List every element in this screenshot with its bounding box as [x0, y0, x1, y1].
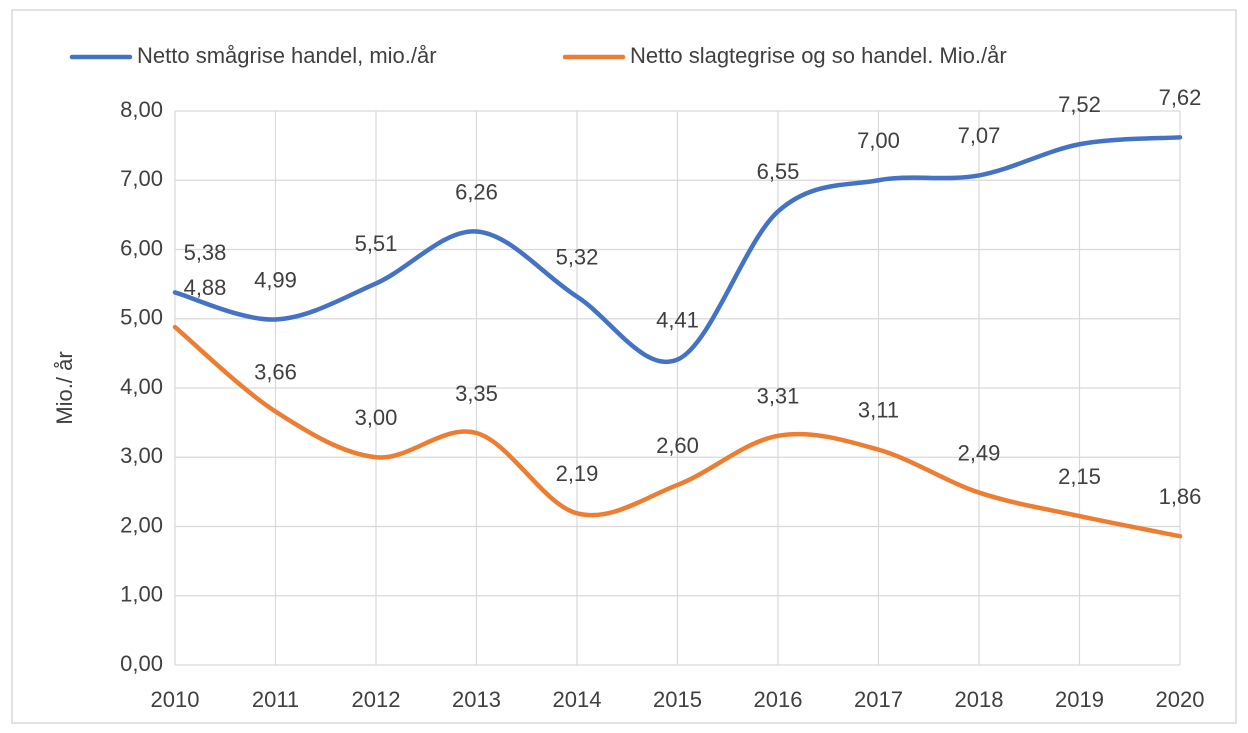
data-label: 7,07: [958, 123, 1001, 148]
data-label: 3,66: [254, 359, 297, 384]
data-label: 6,55: [757, 159, 800, 184]
data-label: 4,88: [184, 275, 227, 300]
y-tick-label: 5,00: [120, 305, 163, 330]
x-tick-label: 2018: [955, 687, 1004, 712]
chart-frame: [11, 9, 1237, 724]
x-tick-label: 2019: [1055, 687, 1104, 712]
legend-label: Netto smågrise handel, mio./år: [137, 43, 437, 68]
data-label: 3,31: [757, 384, 800, 409]
y-tick-label: 7,00: [120, 166, 163, 191]
data-label: 4,41: [656, 307, 699, 332]
x-tick-label: 2016: [754, 687, 803, 712]
series-line: [172, 135, 1183, 365]
x-tick-label: 2015: [653, 687, 702, 712]
y-tick-label: 2,00: [120, 512, 163, 537]
y-tick-label: 4,00: [120, 374, 163, 399]
data-label: 3,00: [355, 405, 398, 430]
x-tick-label: 2012: [352, 687, 401, 712]
data-label: 5,38: [184, 240, 227, 265]
x-tick-label: 2017: [854, 687, 903, 712]
x-tick-label: 2010: [151, 687, 200, 712]
y-tick-label: 8,00: [120, 97, 163, 122]
x-tick-label: 2011: [252, 687, 299, 712]
data-label: 6,26: [455, 179, 498, 204]
x-tick-label: 2013: [452, 687, 501, 712]
y-axis-label: Mio./ år: [52, 351, 77, 424]
data-label: 3,11: [858, 397, 899, 422]
x-tick-label: 2020: [1156, 687, 1205, 712]
data-label: 7,62: [1159, 85, 1202, 110]
data-label: 5,51: [355, 231, 398, 256]
y-tick-label: 6,00: [120, 235, 163, 260]
data-label: 4,99: [254, 267, 297, 292]
data-label: 2,60: [656, 433, 699, 458]
data-label: 7,52: [1058, 92, 1101, 117]
data-label: 1,86: [1159, 484, 1202, 509]
data-label: 3,35: [455, 381, 498, 406]
data-label: 2,15: [1058, 464, 1101, 489]
y-tick-label: 1,00: [120, 582, 163, 607]
data-label: 5,32: [556, 244, 599, 269]
series-line: [172, 324, 1183, 539]
legend-label: Netto slagtegrise og so handel. Mio./år: [630, 43, 1007, 68]
y-tick-label: 0,00: [120, 651, 163, 676]
y-tick-label: 3,00: [120, 443, 163, 468]
data-label: 2,49: [958, 440, 1001, 465]
data-label: 7,00: [857, 128, 900, 153]
data-label: 2,19: [556, 461, 599, 486]
x-tick-label: 2014: [553, 687, 602, 712]
